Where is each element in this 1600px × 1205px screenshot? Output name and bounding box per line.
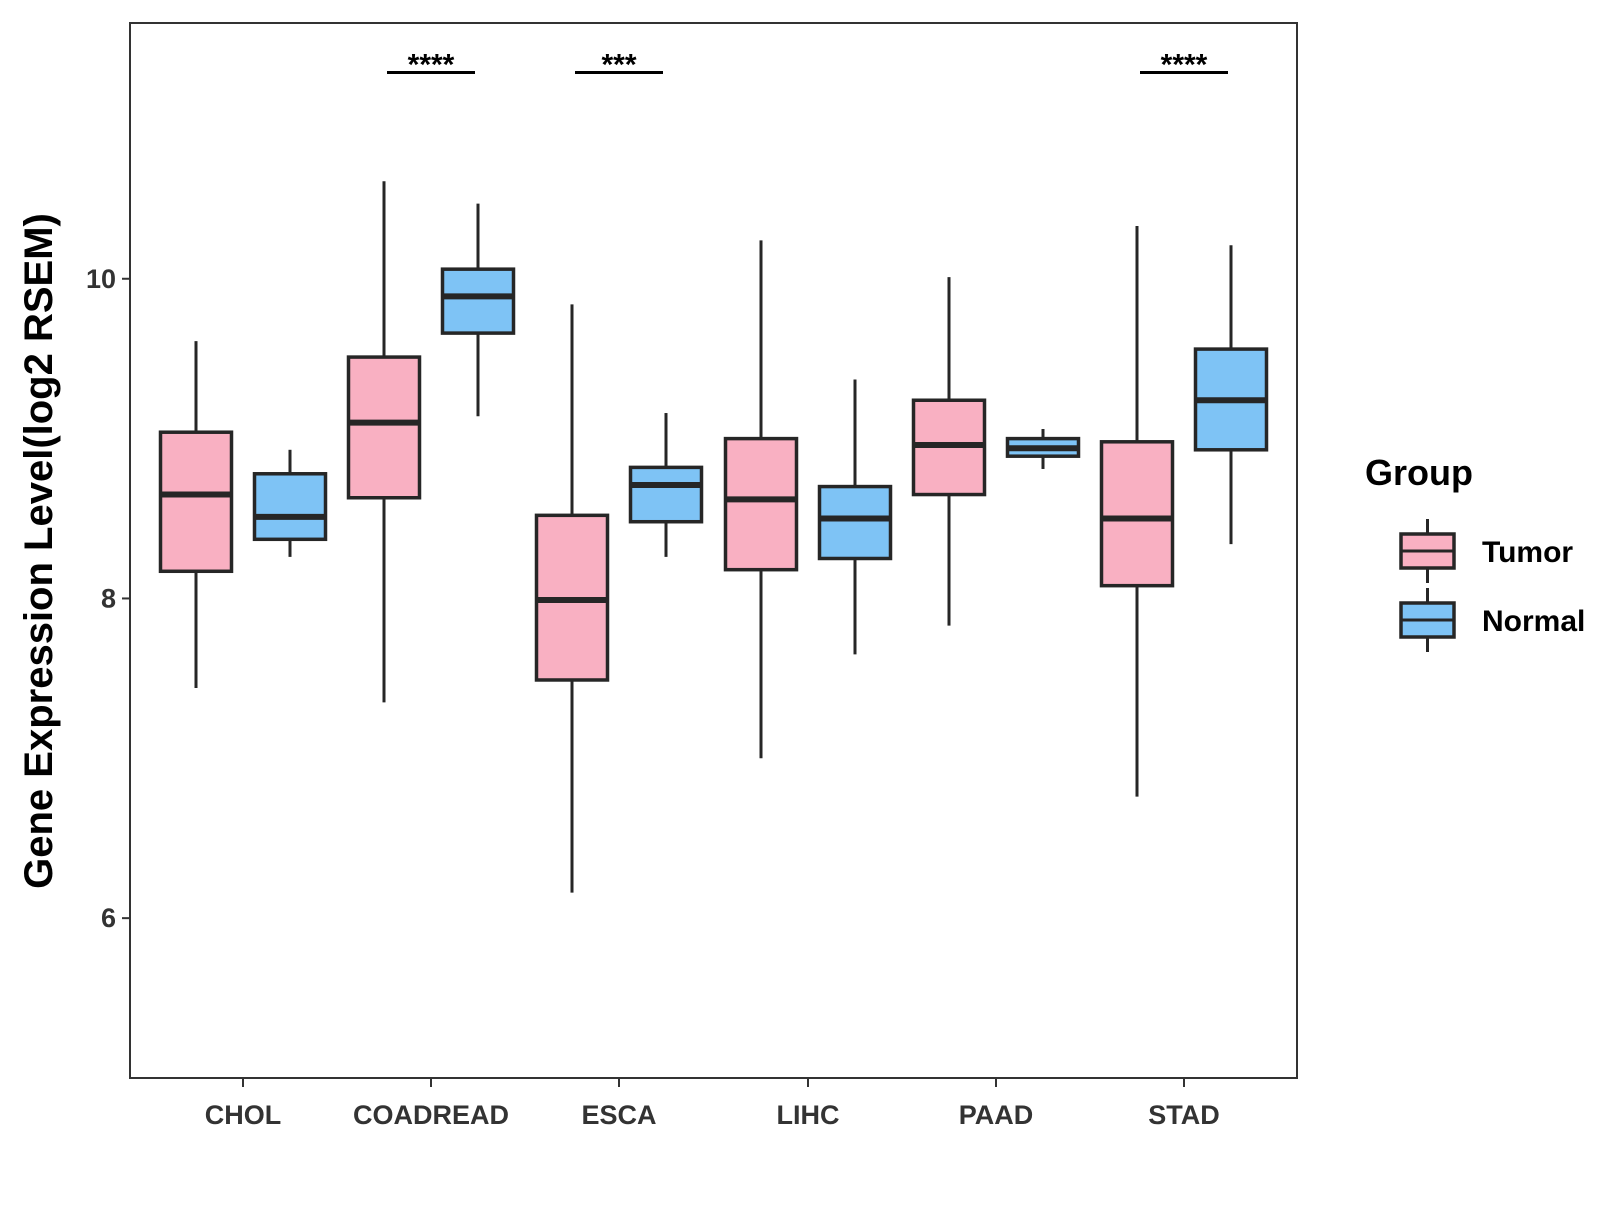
- box-body-coadread-tumor: [346, 355, 422, 500]
- box-paad-normal: [1005, 429, 1081, 469]
- legend: Group Tumor Normal: [1365, 452, 1585, 652]
- box-body-chol-normal: [252, 472, 328, 542]
- box-coadread-tumor: [346, 181, 422, 703]
- legend-title: Group: [1365, 452, 1473, 493]
- box-body-lihc-normal: [817, 484, 893, 561]
- legend-item-tumor: Tumor: [1399, 519, 1573, 583]
- x-tick-label-coadread: COADREAD: [353, 1100, 509, 1130]
- plot-panel-border: [129, 22, 1298, 1079]
- significance-label-coadread: ****: [408, 49, 455, 82]
- axis-layer: 6 8 10 CHOL COADREAD ESCA LIHC PAAD STAD: [86, 264, 1220, 1130]
- x-tick-label-esca: ESCA: [581, 1100, 656, 1130]
- x-tick-label-paad: PAAD: [959, 1100, 1034, 1130]
- box-esca-tumor: [534, 304, 610, 893]
- y-tick-label-10: 10: [86, 264, 116, 294]
- y-axis-title: Gene Expression Level(log2 RSEM): [17, 213, 61, 889]
- x-tick-label-lihc: LIHC: [777, 1100, 840, 1130]
- significance-label-stad: ****: [1161, 49, 1208, 82]
- significance-label-esca: ***: [601, 49, 636, 82]
- x-tick-label-chol: CHOL: [205, 1100, 282, 1130]
- box-lihc-normal: [817, 379, 893, 655]
- box-body-stad-tumor: [1099, 440, 1175, 588]
- y-tick-label-6: 6: [101, 903, 116, 933]
- box-lihc-tumor: [723, 240, 799, 759]
- x-tick-label-stad: STAD: [1148, 1100, 1220, 1130]
- box-body-esca-normal: [628, 465, 704, 524]
- y-tick-label-8: 8: [101, 583, 116, 613]
- box-stad-normal: [1193, 245, 1269, 545]
- box-stad-tumor: [1099, 226, 1175, 797]
- legend-label-normal: Normal: [1482, 605, 1585, 638]
- legend-label-tumor: Tumor: [1482, 536, 1573, 569]
- box-paad-tumor: [911, 277, 987, 626]
- box-chol-normal: [252, 449, 328, 557]
- box-body-lihc-tumor: [723, 436, 799, 572]
- box-coadread-normal: [440, 203, 516, 417]
- box-body-coadread-normal: [440, 267, 516, 335]
- box-esca-normal: [628, 413, 704, 557]
- box-chol-tumor: [158, 341, 234, 688]
- legend-item-normal: Normal: [1399, 588, 1585, 652]
- box-body-chol-tumor: [158, 430, 234, 574]
- plot-layer: **** *** ****: [158, 49, 1269, 893]
